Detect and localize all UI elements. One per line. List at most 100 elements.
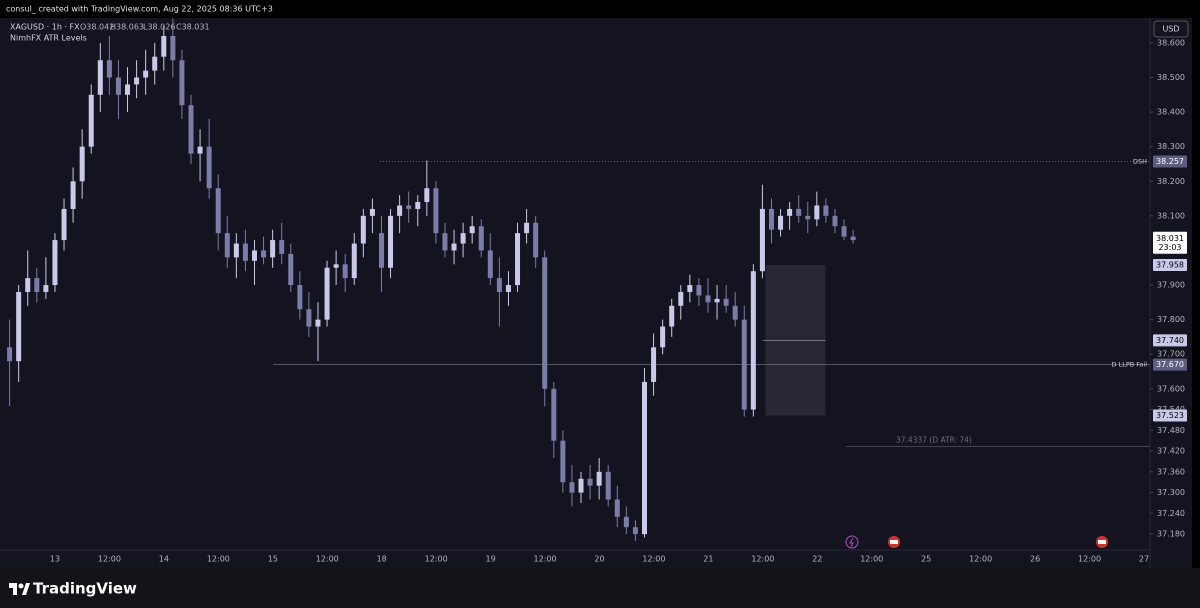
candle-body [206, 146, 212, 189]
candle-body [106, 60, 112, 78]
candle-body [378, 233, 384, 268]
y-tick-label: 37.700 [1157, 350, 1185, 359]
candle-body [52, 240, 58, 286]
candle-body [460, 233, 466, 244]
event-icon[interactable] [845, 535, 859, 549]
candle-body [406, 205, 412, 209]
candle-body [524, 222, 530, 234]
candle-body [732, 305, 738, 320]
candle-body [750, 271, 756, 410]
currency-button[interactable] [1153, 20, 1189, 38]
y-tick-label: 38.500 [1157, 73, 1185, 82]
x-tick-label: 12:00 [98, 555, 121, 564]
level-name: D LLPB Fail [1112, 361, 1148, 369]
candle-body [805, 215, 811, 220]
y-tick-label: 37.480 [1157, 426, 1185, 435]
y-tick-label: 37.420 [1157, 447, 1185, 456]
candle-body [333, 264, 339, 268]
y-tick-label: 37.800 [1157, 315, 1185, 324]
last-price: 38.031 [1156, 234, 1184, 243]
candle-body [424, 188, 430, 203]
candle-body [741, 319, 747, 410]
candle-body [197, 146, 203, 154]
level-tag: 38.257 [1156, 157, 1184, 166]
candle-body [179, 60, 185, 106]
x-tick-label: 12:00 [751, 555, 774, 564]
last-price-bg [1153, 231, 1187, 254]
y-tick-label: 37.240 [1157, 509, 1185, 518]
candle-body [251, 250, 257, 261]
box-tag-bg [1153, 334, 1187, 347]
box-tag-bg [1153, 409, 1187, 422]
candle-body [143, 70, 149, 78]
candle-body [823, 205, 829, 216]
y-tick-label: 37.300 [1157, 488, 1185, 497]
x-tick-label: 25 [921, 555, 931, 564]
ohlc-close: C38.031 [176, 23, 210, 32]
candle-body [315, 319, 321, 327]
event-icons [845, 535, 1108, 549]
candle-body [560, 440, 566, 483]
candle-body [351, 243, 357, 279]
currency[interactable]: USD [1162, 25, 1179, 34]
logo-part [13, 583, 17, 595]
x-tick-label: 13 [50, 555, 60, 564]
candle-body [678, 291, 684, 306]
box-tag: 37.958 [1156, 260, 1184, 269]
candle-body [25, 278, 31, 292]
chart-pane [0, 18, 1192, 568]
x-tick-label: 12:00 [642, 555, 665, 564]
x-tick-label: 12:00 [969, 555, 992, 564]
x-tick-label: 12:00 [1078, 555, 1101, 564]
candle-body [397, 205, 403, 216]
candle-body [161, 35, 167, 57]
candle-body [814, 205, 820, 220]
box-tag: 37.523 [1156, 411, 1184, 420]
candle-body [605, 471, 611, 500]
candle-body [587, 478, 593, 486]
candle-body [125, 84, 131, 95]
candle-body [496, 278, 502, 292]
level-tag: 37.670 [1156, 360, 1184, 369]
x-tick-label: 12:00 [425, 555, 448, 564]
candle-body [279, 240, 285, 254]
candle-body [388, 215, 394, 268]
candle-body [505, 285, 511, 292]
level-name: DSH [1133, 158, 1147, 166]
brand-logo [9, 583, 30, 595]
candle-body [43, 285, 49, 292]
x-tick-label: 19 [486, 555, 496, 564]
candle-body [723, 298, 729, 306]
candle-body [297, 285, 303, 310]
candle-body [832, 215, 838, 227]
ohlc-low: L38.026 [143, 23, 175, 32]
atr-label: 37.4337 (D ATR: 74) [896, 435, 972, 444]
y-tick-label: 38.100 [1157, 211, 1185, 220]
candle-body [660, 326, 666, 348]
x-tick-label: 18 [377, 555, 387, 564]
candle-body [487, 250, 493, 279]
brand: TradingView [33, 580, 137, 598]
candle-body [70, 181, 76, 209]
credit: consul_ created with TradingView.com, Au… [6, 5, 273, 14]
candle-body [596, 471, 602, 486]
candle-body [478, 226, 484, 251]
candle-body [759, 208, 765, 272]
logo-part [22, 583, 30, 595]
x-tick-label: 22 [812, 555, 822, 564]
x-tick-label: 27 [1139, 555, 1149, 564]
candle-body [233, 243, 239, 258]
candle-body [768, 208, 774, 230]
candle-body [642, 381, 647, 535]
candle-body [632, 527, 638, 535]
candle-body [342, 264, 348, 279]
event-glyph [849, 537, 854, 548]
x-tick-label: 20 [594, 555, 604, 564]
event-glyph [1098, 540, 1106, 544]
candle-body [687, 285, 693, 292]
x-tick-label: 12:00 [534, 555, 557, 564]
candle-body [415, 202, 421, 209]
candle-body [215, 188, 221, 234]
candle-body [369, 208, 375, 216]
candle-body [34, 278, 40, 292]
